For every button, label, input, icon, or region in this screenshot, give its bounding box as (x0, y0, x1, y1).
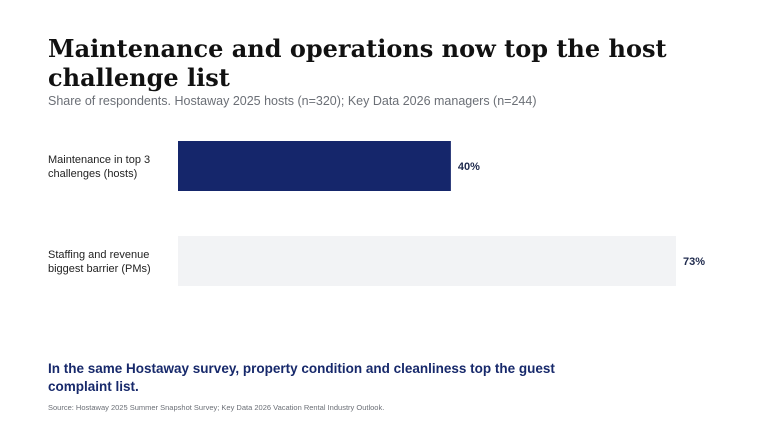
bar-0 (178, 141, 451, 191)
bar-chart: Maintenance in top 3 challenges (hosts) 40… (48, 141, 705, 286)
chart-subtitle: Share of respondents. Hostaway 2025 host… (48, 94, 537, 108)
category-label-0: Maintenance in top 3 challenges (hosts) (48, 154, 150, 180)
value-label-1: 73% (683, 256, 705, 268)
callout-text: In the same Hostaway survey, property co… (48, 361, 555, 394)
chart-title: Maintenance and operations now top the h… (48, 34, 667, 92)
value-label-0: 40% (458, 161, 480, 173)
category-label-1: Staffing and revenue biggest barrier (PMs… (48, 249, 151, 275)
source-note: Source: Hostaway 2025 Summer Snapshot Su… (48, 403, 385, 412)
bar-1 (178, 236, 676, 286)
